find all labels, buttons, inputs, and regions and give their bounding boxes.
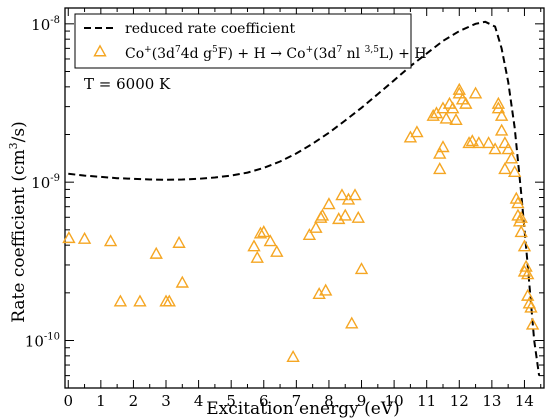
legend-box	[74, 13, 412, 69]
data-point-triangle	[312, 286, 326, 300]
x-tick-label: 13	[482, 392, 501, 410]
x-tick-label: 12	[450, 392, 469, 410]
data-point-triangle	[498, 136, 512, 149]
data-point-triangle	[263, 234, 277, 247]
y-tick-label: 10-9	[31, 173, 60, 192]
data-point-triangle	[332, 212, 346, 225]
data-point-triangle	[501, 142, 515, 155]
data-point-triangle	[270, 244, 284, 257]
temperature-annotation: T = 6000 K	[84, 75, 171, 93]
data-point-triangle	[113, 294, 128, 307]
x-tick-label: 14	[515, 392, 534, 410]
data-point-triangle	[351, 210, 365, 223]
data-point-triangle	[345, 316, 359, 329]
data-point-triangle	[524, 300, 538, 313]
series-group	[62, 20, 541, 376]
data-point-triangle	[338, 208, 352, 221]
data-point-triangle	[449, 112, 463, 126]
x-tick-label: 0	[63, 392, 73, 410]
data-point-triangle	[103, 234, 118, 247]
data-point-triangle	[504, 151, 519, 164]
data-point-triangle	[509, 191, 523, 204]
data-point-triangle	[257, 225, 271, 238]
data-point-triangle	[77, 231, 92, 244]
data-point-triangle	[468, 86, 483, 99]
legend-label-reduced: reduced rate coefficient	[125, 21, 295, 37]
data-point-triangle	[335, 188, 349, 201]
data-point-triangle	[175, 275, 189, 288]
data-point-triangle	[433, 162, 447, 175]
data-point-triangle	[525, 317, 540, 330]
y-tick-label: 10-8	[31, 15, 60, 34]
data-point-triangle	[410, 125, 424, 138]
data-point-triangle	[514, 225, 528, 238]
x-tick-label: 4	[194, 392, 204, 410]
data-point-triangle	[318, 283, 333, 296]
data-point-triangle	[439, 111, 453, 124]
y-axis-label: Rate coefficient (cm3/s)	[7, 121, 29, 323]
legend-swatch-triangle	[93, 44, 107, 57]
x-tick-label: 5	[226, 392, 236, 410]
x-tick-label: 9	[357, 392, 367, 410]
x-tick-label: 7	[292, 392, 302, 410]
reduced-rate-curve	[68, 20, 541, 376]
data-point-triangle	[436, 140, 450, 153]
data-point-triangle	[491, 96, 506, 109]
data-point-triangle	[354, 262, 369, 275]
data-point-triangle	[494, 123, 509, 136]
data-point-triangle	[62, 231, 76, 244]
data-point-triangle	[465, 134, 480, 147]
x-tick-label: 6	[259, 392, 269, 410]
data-point-triangle	[133, 294, 147, 307]
y-tick-label: 10-10	[25, 332, 60, 351]
x-tick-label: 1	[96, 392, 106, 410]
triangle-series	[62, 82, 540, 363]
data-point-triangle	[494, 108, 509, 121]
data-point-triangle	[433, 146, 447, 159]
data-point-triangle	[172, 235, 186, 248]
legend: reduced rate coefficient Co+(3d74d g5F) +…	[74, 13, 427, 69]
data-point-triangle	[452, 86, 466, 99]
data-point-triangle	[149, 246, 163, 259]
data-point-triangle	[472, 136, 486, 149]
data-point-triangle	[309, 220, 323, 233]
data-point-triangle	[247, 239, 261, 252]
data-point-triangle	[452, 82, 466, 95]
data-point-triangle	[459, 96, 473, 109]
data-point-triangle	[462, 136, 476, 149]
x-tick-label: 8	[324, 392, 334, 410]
data-point-triangle	[511, 196, 525, 209]
data-point-triangle	[322, 197, 336, 210]
x-axis-label: Excitation energy (eV)	[206, 399, 399, 419]
data-point-triangle	[250, 250, 264, 263]
x-tick-label: 2	[129, 392, 139, 410]
data-point-triangle	[426, 108, 440, 121]
data-point-triangle	[286, 350, 300, 363]
data-point-triangle	[302, 227, 317, 241]
data-point-triangle	[507, 164, 522, 178]
data-point-triangle	[498, 162, 512, 175]
data-point-triangle	[488, 142, 502, 155]
data-point-triangle	[253, 226, 268, 239]
data-point-triangle	[315, 208, 330, 221]
x-tick-label: 3	[161, 392, 171, 410]
legend-label-co: Co+(3d74d g5F) + H → Co+(3d7 nl 3,5L) + …	[125, 45, 427, 62]
data-point-triangle	[446, 101, 460, 114]
data-point-triangle	[521, 267, 535, 280]
x-tick-label: 11	[417, 392, 436, 410]
data-point-triangle	[481, 136, 496, 149]
data-point-triangle	[517, 239, 532, 252]
x-tick-label: 10	[385, 392, 404, 410]
data-point-triangle	[514, 210, 528, 223]
data-point-triangle	[348, 188, 362, 201]
data-point-triangle	[162, 294, 176, 307]
